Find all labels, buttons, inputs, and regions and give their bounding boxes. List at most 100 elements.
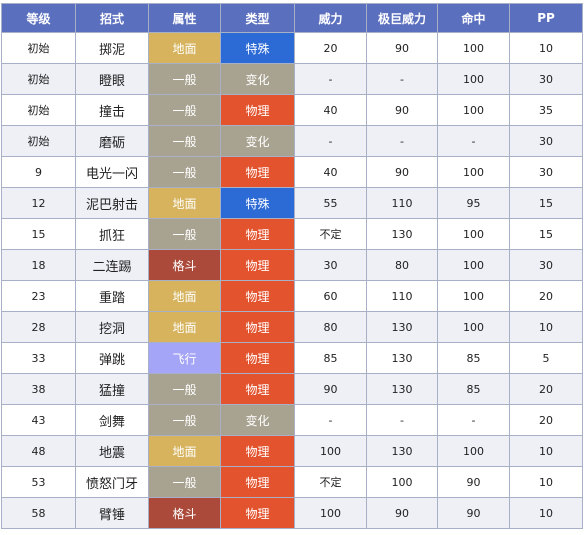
table-row: 18 二连踢 格斗 物理 30 80 100 30 <box>1 249 583 281</box>
move-name-cell[interactable]: 重踏 <box>75 280 149 312</box>
level-up-moves-table: 等级 招式 属性 类型 威力 极巨威力 命中 PP 初始 掷泥 地面 特殊 20… <box>1 3 583 529</box>
max-power-cell: 110 <box>366 280 438 312</box>
table-row: 9 电光一闪 一般 物理 40 90 100 30 <box>1 156 583 188</box>
type-badge[interactable]: 一般 <box>148 373 221 405</box>
type-badge[interactable]: 一般 <box>148 125 221 157</box>
power-cell: 20 <box>294 32 367 64</box>
power-cell: 100 <box>294 435 367 467</box>
accuracy-cell: 90 <box>437 466 510 498</box>
accuracy-cell: 85 <box>437 342 510 374</box>
header-max-power: 极巨威力 <box>366 3 438 33</box>
table-row: 23 重踏 地面 物理 60 110 100 20 <box>1 280 583 312</box>
category-badge: 物理 <box>220 94 295 126</box>
pp-cell: 15 <box>509 218 583 250</box>
category-badge: 物理 <box>220 311 295 343</box>
max-power-cell: 130 <box>366 218 438 250</box>
pp-cell: 30 <box>509 249 583 281</box>
max-power-cell: 90 <box>366 94 438 126</box>
category-badge: 物理 <box>220 249 295 281</box>
table-row: 初始 磨砺 一般 变化 - - - 30 <box>1 125 583 157</box>
accuracy-cell: 90 <box>437 497 510 529</box>
type-badge[interactable]: 地面 <box>148 280 221 312</box>
type-badge[interactable]: 一般 <box>148 466 221 498</box>
power-cell: 100 <box>294 497 367 529</box>
header-power: 威力 <box>294 3 367 33</box>
accuracy-cell: 95 <box>437 187 510 219</box>
move-name-cell[interactable]: 臂锤 <box>75 497 149 529</box>
level-cell: 33 <box>1 342 76 374</box>
move-name-cell[interactable]: 弹跳 <box>75 342 149 374</box>
power-cell: 不定 <box>294 466 367 498</box>
pp-cell: 20 <box>509 280 583 312</box>
move-name-cell[interactable]: 二连踢 <box>75 249 149 281</box>
type-badge[interactable]: 格斗 <box>148 249 221 281</box>
pp-cell: 10 <box>509 497 583 529</box>
accuracy-cell: 85 <box>437 373 510 405</box>
accuracy-cell: - <box>437 125 510 157</box>
max-power-cell: 110 <box>366 187 438 219</box>
pp-cell: 10 <box>509 435 583 467</box>
level-cell: 初始 <box>1 32 76 64</box>
type-badge[interactable]: 地面 <box>148 187 221 219</box>
table-row: 53 愤怒门牙 一般 物理 不定 100 90 10 <box>1 466 583 498</box>
type-badge[interactable]: 一般 <box>148 404 221 436</box>
max-power-cell: - <box>366 125 438 157</box>
move-name-cell[interactable]: 剑舞 <box>75 404 149 436</box>
move-name-cell[interactable]: 猛撞 <box>75 373 149 405</box>
category-badge: 物理 <box>220 342 295 374</box>
table-header-row: 等级 招式 属性 类型 威力 极巨威力 命中 PP <box>1 3 583 33</box>
pp-cell: 30 <box>509 125 583 157</box>
max-power-cell: - <box>366 404 438 436</box>
accuracy-cell: 100 <box>437 435 510 467</box>
level-cell: 43 <box>1 404 76 436</box>
power-cell: 80 <box>294 311 367 343</box>
move-name-cell[interactable]: 愤怒门牙 <box>75 466 149 498</box>
pp-cell: 30 <box>509 156 583 188</box>
move-name-cell[interactable]: 电光一闪 <box>75 156 149 188</box>
max-power-cell: 130 <box>366 342 438 374</box>
power-cell: 40 <box>294 156 367 188</box>
move-name-cell[interactable]: 磨砺 <box>75 125 149 157</box>
category-badge: 物理 <box>220 497 295 529</box>
move-name-cell[interactable]: 地震 <box>75 435 149 467</box>
move-name-cell[interactable]: 抓狂 <box>75 218 149 250</box>
category-badge: 变化 <box>220 404 295 436</box>
pp-cell: 30 <box>509 63 583 95</box>
type-badge[interactable]: 一般 <box>148 156 221 188</box>
header-pp: PP <box>509 3 583 33</box>
accuracy-cell: 100 <box>437 311 510 343</box>
power-cell: 85 <box>294 342 367 374</box>
type-badge[interactable]: 飞行 <box>148 342 221 374</box>
type-badge[interactable]: 地面 <box>148 311 221 343</box>
move-name-cell[interactable]: 挖洞 <box>75 311 149 343</box>
pp-cell: 5 <box>509 342 583 374</box>
power-cell: 60 <box>294 280 367 312</box>
power-cell: - <box>294 125 367 157</box>
category-badge: 物理 <box>220 435 295 467</box>
move-name-cell[interactable]: 瞪眼 <box>75 63 149 95</box>
move-name-cell[interactable]: 掷泥 <box>75 32 149 64</box>
type-badge[interactable]: 格斗 <box>148 497 221 529</box>
move-name-cell[interactable]: 撞击 <box>75 94 149 126</box>
level-cell: 初始 <box>1 94 76 126</box>
type-badge[interactable]: 一般 <box>148 218 221 250</box>
header-type: 属性 <box>148 3 221 33</box>
category-badge: 物理 <box>220 156 295 188</box>
type-badge[interactable]: 地面 <box>148 435 221 467</box>
header-category: 类型 <box>220 3 295 33</box>
power-cell: 不定 <box>294 218 367 250</box>
level-cell: 9 <box>1 156 76 188</box>
category-badge: 变化 <box>220 125 295 157</box>
type-badge[interactable]: 一般 <box>148 94 221 126</box>
move-name-cell[interactable]: 泥巴射击 <box>75 187 149 219</box>
level-cell: 18 <box>1 249 76 281</box>
pp-cell: 10 <box>509 32 583 64</box>
category-badge: 特殊 <box>220 32 295 64</box>
power-cell: 40 <box>294 94 367 126</box>
type-badge[interactable]: 一般 <box>148 63 221 95</box>
max-power-cell: 100 <box>366 466 438 498</box>
move-list-table-wrapper: 等级 招式 属性 类型 威力 极巨威力 命中 PP 初始 掷泥 地面 特殊 20… <box>1 3 583 529</box>
type-badge[interactable]: 地面 <box>148 32 221 64</box>
category-badge: 特殊 <box>220 187 295 219</box>
power-cell: 55 <box>294 187 367 219</box>
